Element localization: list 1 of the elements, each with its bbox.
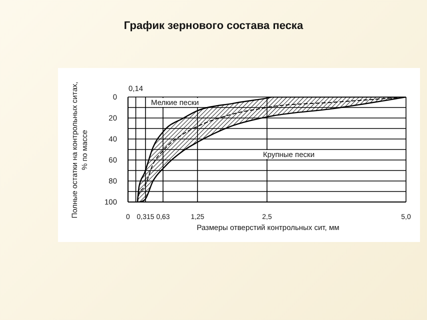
chart-title: График зернового состава песка [122,20,304,32]
